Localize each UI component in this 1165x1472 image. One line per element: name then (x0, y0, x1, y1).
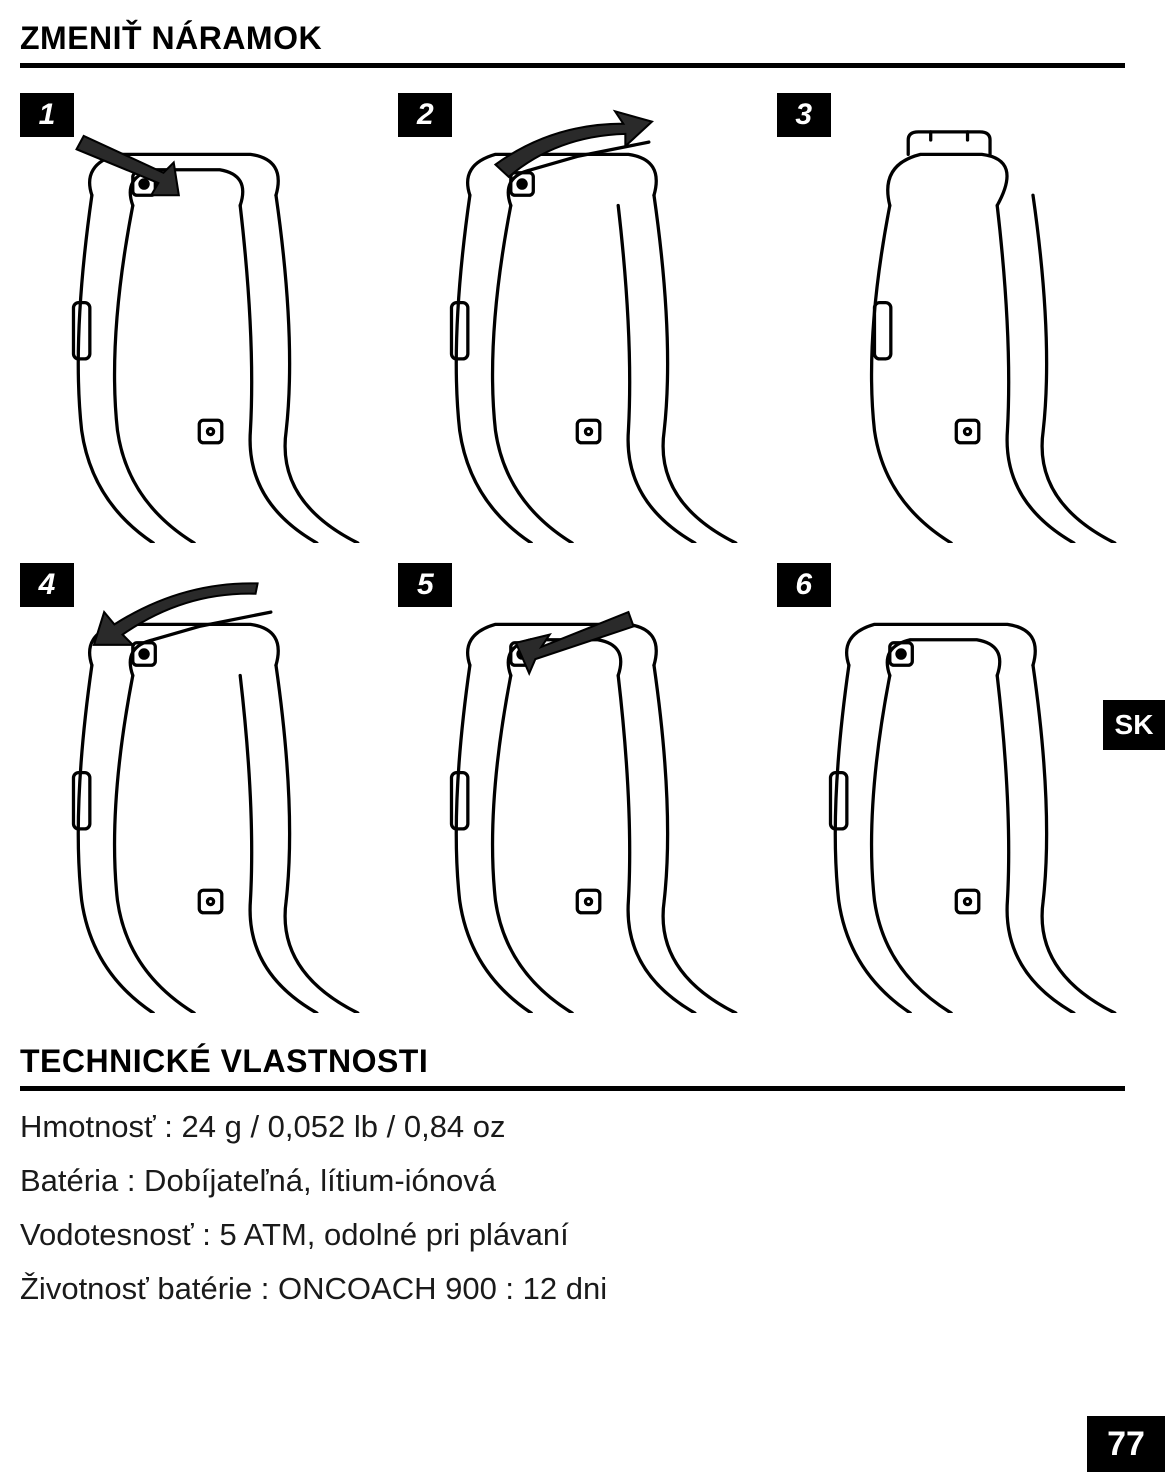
diagram-step-3: 3 (777, 93, 1125, 543)
diagram-step-5: 5 (398, 563, 746, 1013)
watch-illustration (20, 93, 368, 543)
specs-block: Hmotnosť : 24 g / 0,052 lb / 0,84 oz Bat… (20, 1109, 1125, 1307)
arrow-icon (496, 111, 652, 176)
page-number: 77 (1087, 1416, 1165, 1472)
step-badge: 4 (20, 563, 74, 607)
watch-illustration (20, 563, 368, 1013)
arrow-icon (77, 136, 179, 195)
diagram-step-2: 2 (398, 93, 746, 543)
watch-illustration (777, 563, 1125, 1013)
watch-illustration (398, 93, 746, 543)
section-title-change-strap: ZMENIŤ NÁRAMOK (20, 20, 1125, 68)
step-badge: 1 (20, 93, 74, 137)
step-badge: 6 (777, 563, 831, 607)
diagram-step-6: 6 (777, 563, 1125, 1013)
watch-illustration (777, 93, 1125, 543)
spec-weight: Hmotnosť : 24 g / 0,052 lb / 0,84 oz (20, 1109, 1125, 1145)
arrow-icon (516, 612, 634, 673)
step-badge: 3 (777, 93, 831, 137)
step-badge: 2 (398, 93, 452, 137)
diagram-grid: 1 (20, 93, 1125, 1013)
spec-water: Vodotesnosť : 5 ATM, odolné pri plávaní (20, 1217, 1125, 1253)
section-title-tech-specs: TECHNICKÉ VLASTNOSTI (20, 1043, 1125, 1091)
watch-illustration (398, 563, 746, 1013)
step-badge: 5 (398, 563, 452, 607)
diagram-step-4: 4 (20, 563, 368, 1013)
spec-battery-life: Životnosť batérie : ONCOACH 900 : 12 dni (20, 1271, 1125, 1307)
arrow-icon (94, 583, 258, 644)
diagram-step-1: 1 (20, 93, 368, 543)
spec-battery: Batéria : Dobíjateľná, lítium-iónová (20, 1163, 1125, 1199)
language-badge: SK (1103, 700, 1165, 750)
